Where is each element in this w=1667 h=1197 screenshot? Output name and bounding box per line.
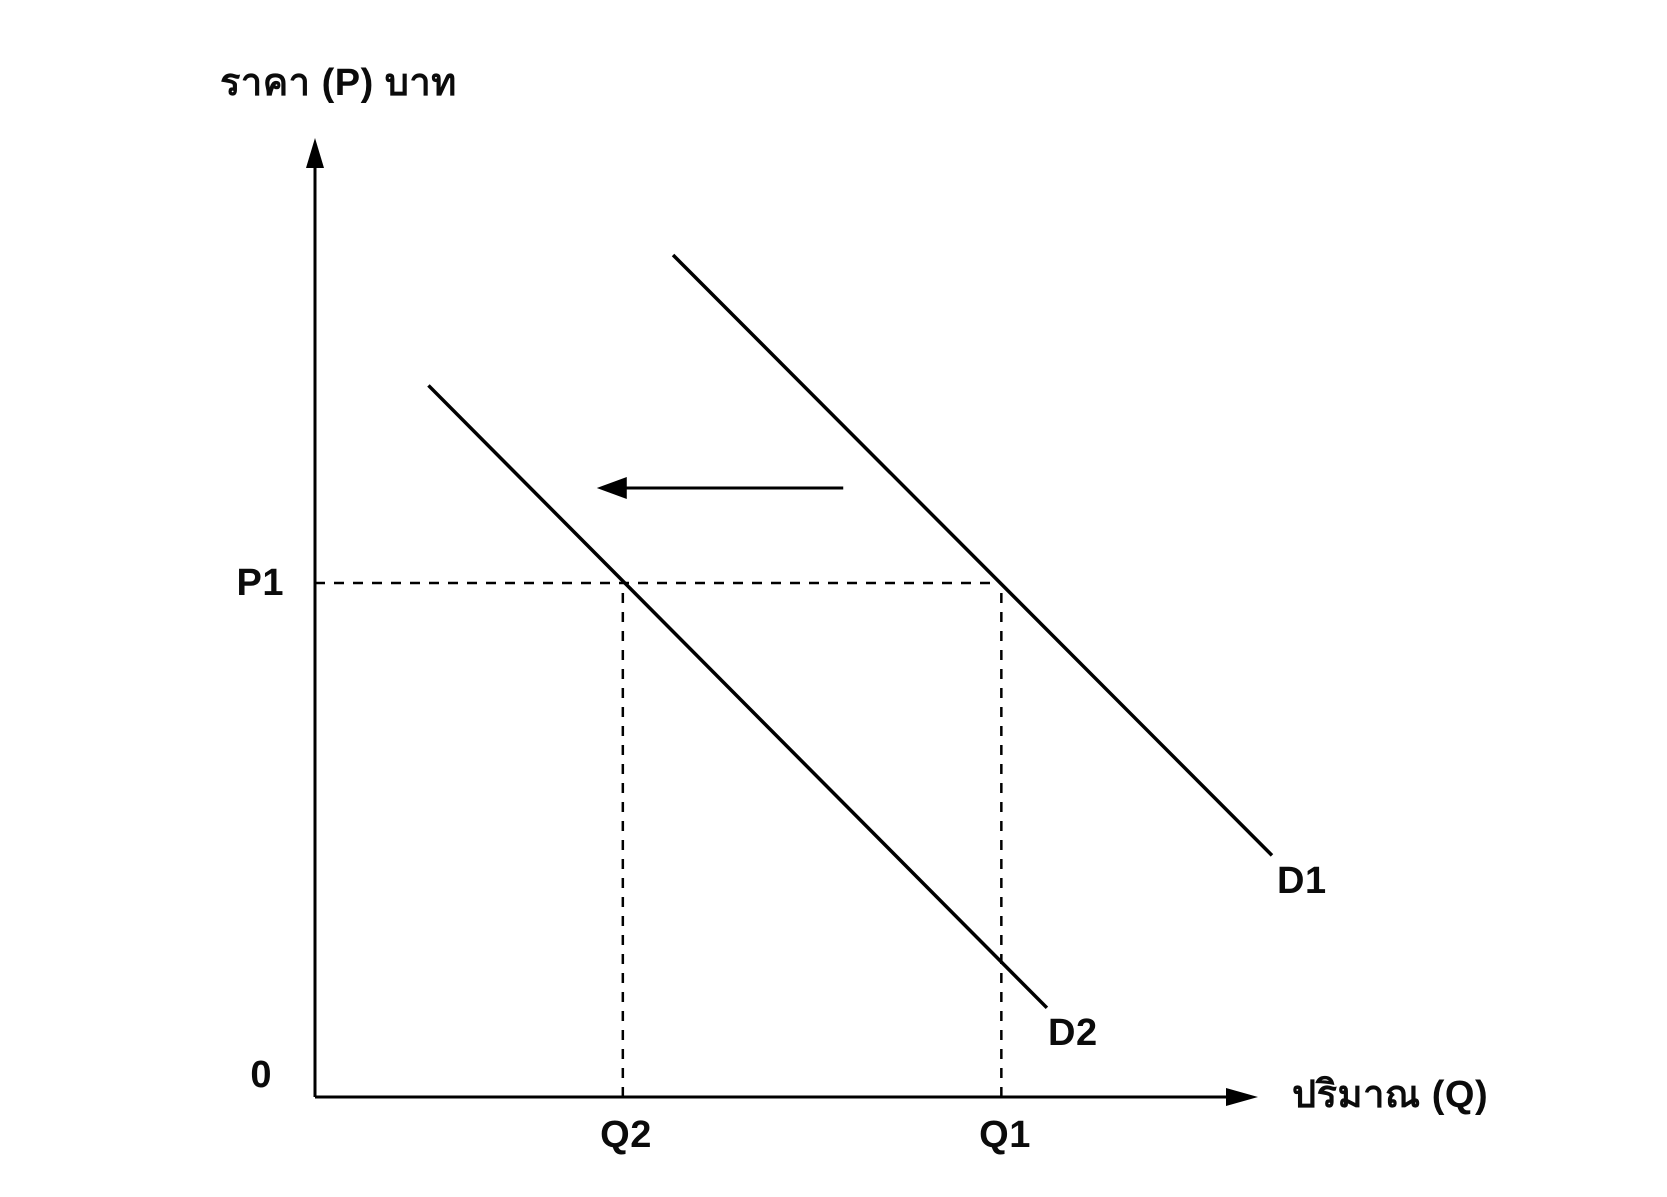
origin-label: 0 [250,1054,272,1096]
q2-label: Q2 [600,1114,652,1156]
d2-label: D2 [1048,1012,1098,1054]
y-axis-title: ราคา (P) บาท [220,62,457,104]
demand-curve-d2 [427,384,1049,1010]
demand-shift-arrow-head [596,477,627,500]
y-axis-arrowhead [306,138,324,168]
x-axis-title: ปริมาณ (Q) [1292,1074,1489,1116]
x-axis-arrowhead [1226,1088,1258,1106]
q1-label: Q1 [979,1114,1031,1156]
p1-label: P1 [236,562,284,604]
d1-label: D1 [1277,860,1327,902]
demand-curve-d1 [671,253,1274,857]
